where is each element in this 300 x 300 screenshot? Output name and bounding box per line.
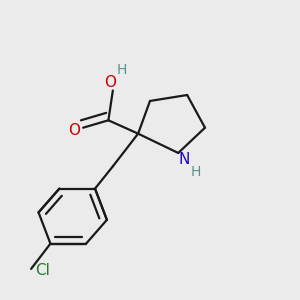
Text: Cl: Cl (36, 263, 50, 278)
Text: O: O (68, 123, 80, 138)
Text: H: H (191, 165, 201, 179)
Text: N: N (178, 152, 190, 167)
Text: O: O (104, 75, 116, 90)
Text: H: H (117, 63, 127, 77)
